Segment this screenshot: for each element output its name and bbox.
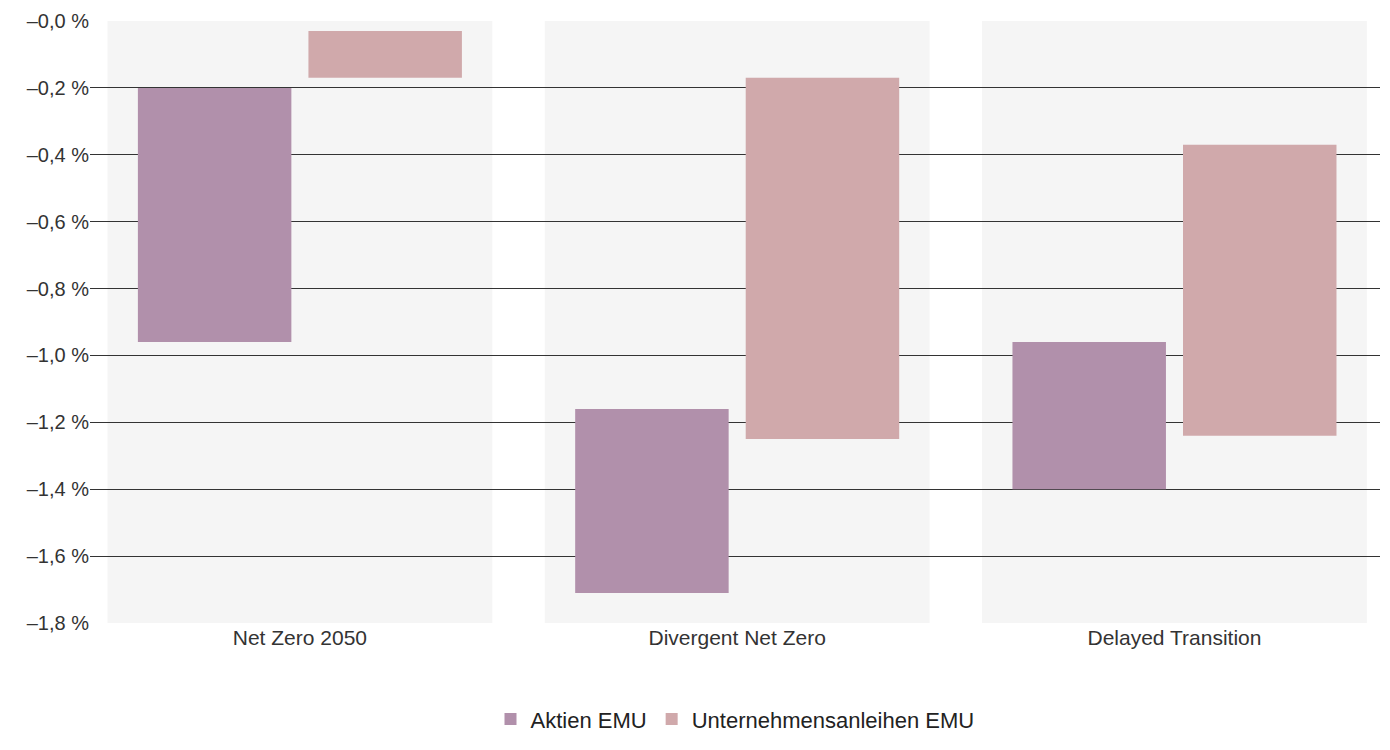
svg-text:Unternehmensanleihen EMU: Unternehmensanleihen EMU: [692, 708, 975, 733]
svg-text:Aktien EMU: Aktien EMU: [531, 708, 647, 733]
svg-text:Delayed Transition: Delayed Transition: [1088, 626, 1262, 649]
svg-text:Net Zero 2050: Net Zero 2050: [233, 626, 367, 649]
svg-text:Divergent Net Zero: Divergent Net Zero: [648, 626, 825, 649]
svg-text:–1,4 %: –1,4 %: [27, 478, 89, 500]
svg-text:–0,6 %: –0,6 %: [27, 211, 89, 233]
svg-text:–1,8 %: –1,8 %: [27, 612, 89, 634]
svg-text:–0,0 %: –0,0 %: [27, 10, 89, 32]
svg-text:–1,0 %: –1,0 %: [27, 344, 89, 366]
svg-text:–0,8 %: –0,8 %: [27, 278, 89, 300]
svg-text:–1,6 %: –1,6 %: [27, 545, 89, 567]
svg-text:–0,4 %: –0,4 %: [27, 144, 89, 166]
svg-text:–0,2 %: –0,2 %: [27, 77, 89, 99]
svg-text:–1,2 %: –1,2 %: [27, 411, 89, 433]
